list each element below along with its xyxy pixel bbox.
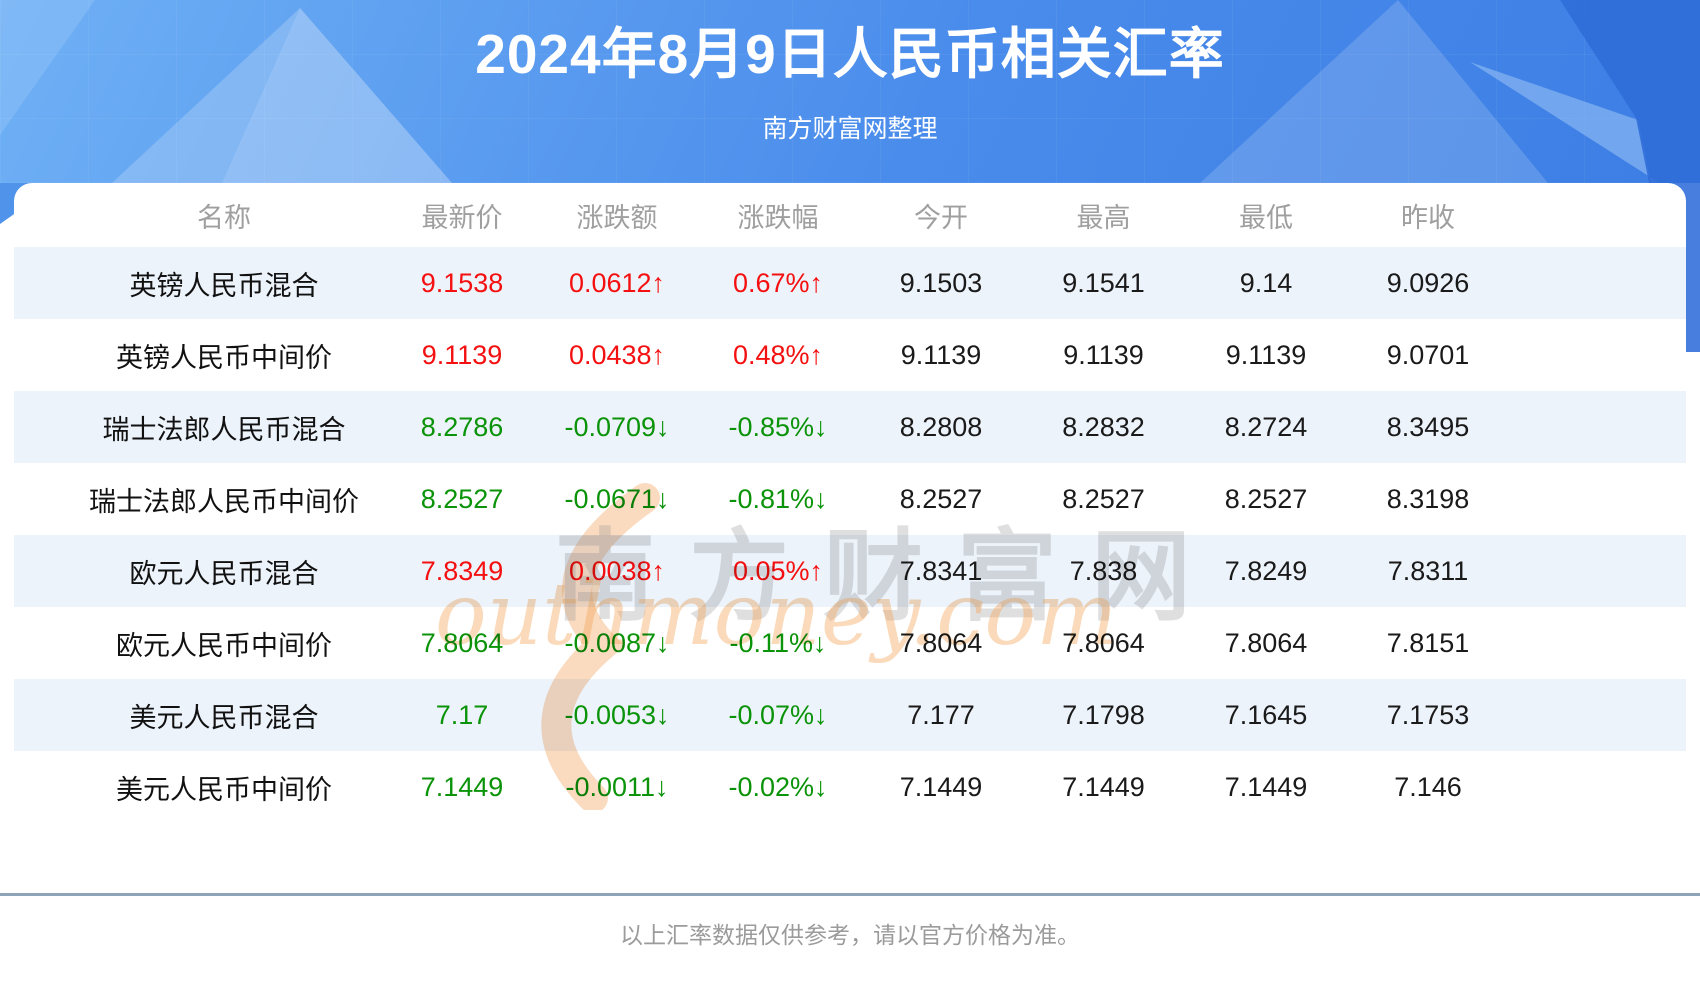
cell-change: -0.0671↓ bbox=[564, 483, 670, 514]
cell-last: 7.8064 bbox=[420, 627, 504, 658]
page-title: 2024年8月9日人民币相关汇率 bbox=[475, 23, 1225, 85]
cell-name: 欧元人民币混合 bbox=[129, 558, 319, 589]
table-row: 瑞士法郎人民币中间价 8.2527 -0.0671↓ -0.81%↓ 8.2527 8.2… bbox=[14, 463, 1686, 535]
cell-change: -0.0709↓ bbox=[564, 411, 670, 442]
cell-low: 7.8064 bbox=[1224, 627, 1308, 658]
column-header-name: 名称 bbox=[197, 202, 251, 233]
table-row: 英镑人民币混合 9.1538 0.0612↑ 0.67%↑ 9.1503 9.1541 9.… bbox=[14, 247, 1686, 319]
footer-note: 以上汇率数据仅供参考，请以官方价格为准。 bbox=[620, 922, 1080, 948]
cell-name: 英镑人民币混合 bbox=[129, 270, 319, 301]
cell-last: 9.1139 bbox=[421, 339, 503, 370]
cell-open: 9.1503 bbox=[899, 267, 983, 298]
column-header-open: 今开 bbox=[914, 202, 968, 233]
cell-change: 0.0038↑ bbox=[568, 555, 666, 586]
table-row: 欧元人民币混合 7.8349 0.0038↑ 0.05%↑ 7.8341 7.838 7.8… bbox=[14, 535, 1686, 607]
cell-last: 7.8349 bbox=[420, 555, 504, 586]
cell-name: 瑞士法郎人民币混合 bbox=[102, 414, 346, 445]
cell-open: 8.2527 bbox=[899, 483, 983, 514]
cell-open: 7.8064 bbox=[899, 627, 983, 658]
table-row: 欧元人民币中间价 7.8064 -0.0087↓ -0.11%↓ 7.8064 7.806… bbox=[14, 607, 1686, 679]
cell-prev: 7.146 bbox=[1394, 771, 1462, 802]
cell-last: 7.1449 bbox=[420, 771, 504, 802]
cell-open: 8.2808 bbox=[899, 411, 983, 442]
cell-prev: 8.3198 bbox=[1386, 483, 1470, 514]
cell-pct: 0.48%↑ bbox=[732, 339, 824, 370]
cell-open: 9.1139 bbox=[900, 339, 982, 370]
cell-low: 7.1645 bbox=[1224, 699, 1308, 730]
cell-low: 9.1139 bbox=[1225, 339, 1307, 370]
cell-pct: -0.11%↓ bbox=[729, 627, 827, 658]
cell-high: 7.1449 bbox=[1062, 771, 1145, 802]
cell-high: 9.1139 bbox=[1063, 339, 1144, 370]
cell-open: 7.1449 bbox=[899, 771, 983, 802]
cell-low: 8.2724 bbox=[1224, 411, 1308, 442]
cell-name: 英镑人民币中间价 bbox=[116, 342, 332, 373]
cell-change: -0.0011↓ bbox=[565, 771, 669, 802]
hero-banner bbox=[0, 0, 1700, 183]
cell-open: 7.177 bbox=[907, 699, 975, 730]
cell-open: 7.8341 bbox=[899, 555, 983, 586]
table-header-row: 名称 最新价 涨跌额 涨跌幅 今开 最高 最低 昨收 bbox=[14, 183, 1686, 247]
cell-low: 9.14 bbox=[1239, 267, 1293, 298]
cell-last: 9.1538 bbox=[420, 267, 504, 298]
cell-last: 7.17 bbox=[435, 699, 489, 730]
table-body: 英镑人民币混合 9.1538 0.0612↑ 0.67%↑ 9.1503 9.1541 9.… bbox=[14, 247, 1686, 823]
table-row: 瑞士法郎人民币混合 8.2786 -0.0709↓ -0.85%↓ 8.2808 8.28… bbox=[14, 391, 1686, 463]
cell-high: 7.1798 bbox=[1062, 699, 1145, 730]
cell-last: 8.2786 bbox=[420, 411, 504, 442]
cell-pct: -0.02%↓ bbox=[728, 771, 828, 802]
cell-last: 8.2527 bbox=[420, 483, 504, 514]
column-header-prev: 昨收 bbox=[1401, 202, 1455, 233]
footer-divider bbox=[0, 893, 1700, 896]
cell-high: 8.2832 bbox=[1062, 411, 1145, 442]
column-header-high: 最高 bbox=[1076, 202, 1131, 233]
cell-pct: -0.81%↓ bbox=[728, 483, 828, 514]
cell-name: 美元人民币混合 bbox=[129, 702, 319, 733]
cell-pct: -0.85%↓ bbox=[728, 411, 828, 442]
cell-change: -0.0053↓ bbox=[564, 699, 670, 730]
cell-low: 7.1449 bbox=[1224, 771, 1308, 802]
cell-high: 7.838 bbox=[1069, 555, 1138, 586]
cell-prev: 8.3495 bbox=[1386, 411, 1470, 442]
cell-pct: 0.67%↑ bbox=[732, 267, 824, 298]
table-row: 英镑人民币中间价 9.1139 0.0438↑ 0.48%↑ 9.1139 9.1139 9… bbox=[14, 319, 1686, 391]
rates-table-panel: 名称 最新价 涨跌额 涨跌幅 今开 最高 最低 昨收 英镑人民币混合 9.1538… bbox=[14, 183, 1686, 823]
cell-name: 瑞士法郎人民币中间价 bbox=[89, 486, 359, 517]
column-header-last: 最新价 bbox=[421, 202, 503, 233]
column-header-change: 涨跌额 bbox=[576, 202, 658, 233]
cell-high: 9.1541 bbox=[1062, 267, 1145, 298]
cell-pct: -0.07%↓ bbox=[728, 699, 828, 730]
cell-high: 8.2527 bbox=[1062, 483, 1145, 514]
page-subtitle: 南方财富网整理 bbox=[762, 115, 938, 143]
cell-prev: 7.1753 bbox=[1386, 699, 1470, 730]
column-header-low: 最低 bbox=[1239, 202, 1293, 233]
cell-prev: 7.8151 bbox=[1386, 627, 1470, 658]
cell-prev: 9.0926 bbox=[1386, 267, 1470, 298]
column-header-pct: 涨跌幅 bbox=[737, 202, 819, 233]
cell-change: -0.0087↓ bbox=[564, 627, 670, 658]
table-row: 美元人民币混合 7.17 -0.0053↓ -0.07%↓ 7.177 7.1798 7.1… bbox=[14, 679, 1686, 751]
cell-pct: 0.05%↑ bbox=[732, 555, 824, 586]
cell-prev: 7.8311 bbox=[1387, 555, 1469, 586]
cell-low: 7.8249 bbox=[1224, 555, 1308, 586]
cell-low: 8.2527 bbox=[1224, 483, 1308, 514]
cell-change: 0.0612↑ bbox=[568, 267, 666, 298]
cell-name: 美元人民币中间价 bbox=[116, 774, 332, 805]
cell-name: 欧元人民币中间价 bbox=[116, 630, 332, 661]
cell-change: 0.0438↑ bbox=[568, 339, 666, 370]
table-row: 美元人民币中间价 7.1449 -0.0011↓ -0.02%↓ 7.1449 7.144… bbox=[14, 751, 1686, 823]
cell-prev: 9.0701 bbox=[1386, 339, 1470, 370]
cell-high: 7.8064 bbox=[1062, 627, 1145, 658]
